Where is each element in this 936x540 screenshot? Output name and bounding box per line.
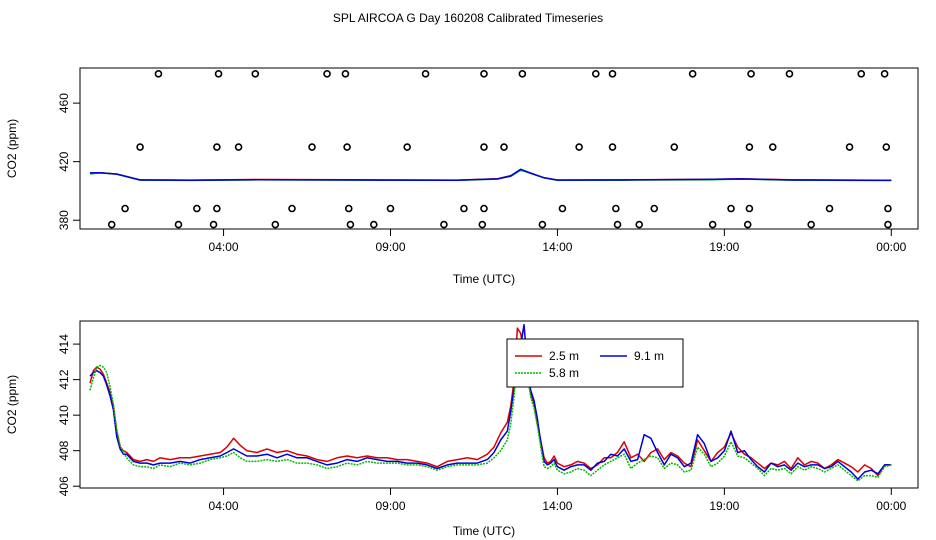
legend-label: 5.8 m: [549, 366, 579, 380]
x-tick-label: 14:00: [542, 240, 572, 254]
bottom-panel: 04:00 09:00 14:00 19:00 00:00 406 408 410 412 414…: [5, 320, 919, 538]
x-tick-label: 19:00: [709, 499, 739, 513]
y-tick-label: 408: [57, 440, 71, 460]
data-point: [174, 220, 183, 229]
data-point: [575, 143, 583, 151]
data-point: [857, 70, 866, 78]
data-point: [193, 204, 201, 213]
data-point: [460, 204, 468, 213]
data-point: [745, 204, 754, 213]
y-axis-label: CO2 (ppm): [5, 375, 19, 434]
y-axis-label: CO2 (ppm): [5, 119, 19, 178]
x-axis-label: Time (UTC): [453, 272, 515, 286]
series-line-5.8m: [89, 343, 892, 482]
data-point: [214, 70, 223, 78]
data-point: [608, 143, 617, 151]
data-point: [882, 143, 891, 151]
data-point: [234, 143, 243, 151]
x-tick-label: 09:00: [375, 240, 405, 254]
data-point: [727, 204, 735, 213]
data-point: [747, 70, 755, 78]
chart-title: SPL AIRCOA G Day 160208 Calibrated Times…: [333, 11, 603, 25]
data-point: [558, 204, 567, 213]
x-tick-label: 04:00: [209, 499, 239, 513]
data-point: [518, 70, 527, 78]
data-point: [323, 70, 331, 78]
data-point: [343, 143, 351, 151]
data-point: [880, 70, 889, 78]
x-tick-label: 09:00: [375, 499, 405, 513]
data-point: [670, 143, 679, 151]
data-point: [480, 70, 488, 78]
data-point: [341, 70, 350, 78]
data-point: [500, 143, 508, 151]
data-point: [154, 70, 163, 78]
data-point: [613, 220, 622, 229]
data-point: [592, 70, 600, 78]
x-tick-label: 14:00: [542, 499, 572, 513]
data-point: [288, 204, 296, 213]
y-tick-label: 412: [57, 369, 71, 389]
data-point: [121, 204, 129, 213]
data-point: [708, 220, 717, 229]
y-tick-label: 380: [57, 210, 71, 230]
data-point: [768, 143, 777, 151]
legend-box: [506, 338, 684, 388]
y-tick-label: 406: [57, 476, 71, 496]
data-point: [107, 220, 116, 229]
data-point: [213, 143, 221, 151]
top-panel: 04:00 09:00 14:00 19:00 00:00 380 420 460 Time (…: [5, 67, 919, 286]
data-point: [807, 220, 815, 229]
data-point: [480, 143, 488, 151]
data-point: [884, 220, 892, 229]
data-point: [440, 220, 448, 229]
data-point: [209, 220, 218, 229]
data-point: [480, 204, 488, 213]
data-point: [346, 220, 355, 229]
data-point: [845, 143, 854, 151]
data-point: [271, 220, 280, 229]
series-line: [89, 168, 892, 182]
data-point: [308, 143, 316, 151]
series-line-9.1m: [89, 323, 892, 480]
data-point: [213, 204, 221, 213]
x-tick-label: 00:00: [876, 240, 906, 254]
data-point: [136, 143, 144, 151]
series-group: [89, 168, 892, 182]
data-point: [745, 143, 754, 151]
legend-label: 9.1 m: [634, 349, 664, 363]
data-point: [635, 220, 644, 229]
series-group: [89, 323, 892, 482]
data-point: [386, 204, 395, 213]
data-point: [370, 220, 378, 229]
data-point: [612, 204, 620, 213]
plot-frame: [79, 67, 919, 230]
y-tick-label: 460: [57, 93, 71, 113]
data-point: [743, 220, 752, 229]
plot-frame: [79, 320, 919, 489]
y-tick-label: 410: [57, 405, 71, 425]
data-point: [825, 204, 834, 213]
data-point: [884, 204, 892, 213]
data-point: [478, 220, 487, 229]
data-point: [403, 143, 411, 151]
data-point: [344, 204, 353, 213]
legend-label: 2.5 m: [549, 349, 579, 363]
data-point: [688, 70, 697, 78]
series-line-2.5m: [89, 327, 892, 477]
data-point: [650, 204, 659, 213]
x-axis-label: Time (UTC): [453, 524, 515, 538]
x-tick-label: 00:00: [876, 499, 906, 513]
data-point: [251, 70, 260, 78]
data-point: [608, 70, 617, 78]
y-tick-label: 414: [57, 334, 71, 354]
data-point: [538, 220, 547, 229]
x-tick-label: 19:00: [709, 240, 739, 254]
data-point: [421, 70, 430, 78]
y-tick-label: 420: [57, 151, 71, 171]
data-point: [785, 70, 794, 78]
x-tick-label: 04:00: [209, 240, 239, 254]
